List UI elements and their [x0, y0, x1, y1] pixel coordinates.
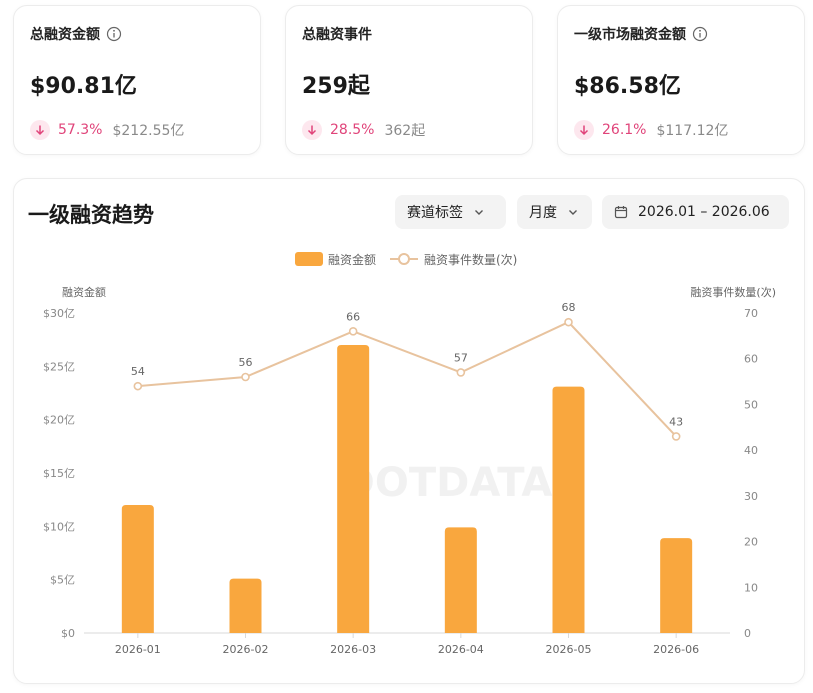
y-tick-right: 20 [744, 536, 758, 549]
bar [337, 345, 370, 633]
y-tick-left: $15亿 [43, 467, 75, 480]
line-data-label: 66 [346, 310, 360, 323]
arrow-down-icon [574, 120, 594, 140]
stat-change-percent: 57.3% [58, 122, 103, 138]
arrow-down-icon [302, 120, 322, 140]
stat-change-percent: 28.5% [330, 122, 375, 138]
legend-swatch-bar [295, 252, 323, 266]
line-point [133, 381, 143, 391]
line-point [241, 372, 250, 382]
info-icon[interactable] [692, 26, 708, 42]
line-data-label: 57 [454, 351, 468, 364]
y-tick-left: $25亿 [43, 360, 75, 373]
stat-value: $86.58亿 [574, 74, 681, 99]
line-point [456, 368, 466, 377]
stat-card-total-events: 总融资事件 259起 28.5% 362起 [285, 5, 533, 155]
chevron-down-icon [569, 210, 577, 215]
track-filter-dropdown[interactable]: 赛道标签 [395, 195, 506, 229]
y-tick-left: $20亿 [43, 414, 75, 427]
line-data-label: 54 [131, 365, 145, 378]
y-tick-left: $0 [61, 627, 75, 640]
track-filter-label: 赛道标签 [407, 205, 463, 221]
y-tick-right: 10 [744, 581, 758, 594]
line-point [564, 317, 573, 327]
stat-previous-value: $117.12亿 [656, 123, 729, 139]
y-tick-left: $10亿 [43, 520, 75, 533]
watermark-text: DOTDATA [342, 460, 553, 506]
x-tick-label: 2026-06 [653, 643, 699, 656]
stat-previous-value: 362起 [384, 123, 426, 139]
y-tick-right: 40 [744, 444, 758, 457]
bar [229, 578, 262, 633]
stat-card-primary-market-amount: 一级市场融资金额 $86.58亿 26.1% $117.12亿 [557, 5, 805, 155]
date-range-picker[interactable]: 2026.01 – 2026.06 [602, 195, 789, 229]
line-series-events [137, 320, 677, 438]
x-tick-label: 2026-02 [223, 643, 269, 656]
y-tick-right: 70 [744, 307, 758, 320]
period-filter-label: 月度 [529, 205, 557, 221]
x-tick-label: 2026-03 [330, 643, 376, 656]
y-tick-right: 50 [744, 398, 758, 411]
y-tick-left: $30亿 [43, 307, 75, 320]
arrow-down-icon [30, 120, 50, 140]
bar [121, 505, 154, 633]
legend-label-line: 融资事件数量(次) [424, 252, 517, 267]
y-tick-left: $5亿 [50, 574, 75, 587]
stat-title: 总融资金额 [30, 27, 100, 43]
line-point [348, 326, 358, 336]
bar [444, 527, 477, 633]
line-data-label: 43 [669, 415, 683, 428]
panel-title: 一级融资趋势 [28, 203, 154, 227]
stat-title: 一级市场融资金额 [574, 27, 686, 43]
period-filter-dropdown[interactable]: 月度 [517, 195, 592, 229]
stat-card-total-amount: 总融资金额 $90.81亿 57.3% $212.55亿 [13, 5, 261, 155]
stat-previous-value: $212.55亿 [112, 123, 185, 139]
stat-value: 259起 [302, 74, 370, 99]
legend-label-bar: 融资金额 [328, 252, 376, 267]
y-axis-left-title: 融资金额 [62, 285, 106, 299]
line-data-label: 68 [562, 301, 576, 314]
x-tick-label: 2026-01 [115, 643, 161, 656]
y-tick-right: 30 [744, 490, 758, 503]
y-tick-right: 60 [744, 353, 758, 366]
y-axis-right-title: 融资事件数量(次) [690, 285, 776, 299]
bar [552, 386, 585, 633]
line-point [671, 432, 681, 441]
x-tick-label: 2026-04 [438, 643, 484, 656]
stat-change-percent: 26.1% [602, 122, 647, 138]
bar [660, 538, 693, 633]
info-icon[interactable] [106, 26, 122, 42]
stat-title: 总融资事件 [302, 27, 372, 43]
legend-swatch-marker [398, 253, 410, 265]
x-tick-label: 2026-05 [546, 643, 592, 656]
chevron-down-icon [475, 210, 483, 215]
financing-trend-panel: 一级融资趋势 赛道标签 月度 2026.01 – 2026.06 DOTDATA… [13, 178, 805, 684]
stat-value: $90.81亿 [30, 74, 137, 99]
y-tick-right: 0 [744, 627, 751, 640]
calendar-icon [614, 206, 628, 219]
date-range-value: 2026.01 – 2026.06 [638, 204, 770, 220]
line-data-label: 56 [239, 356, 253, 369]
